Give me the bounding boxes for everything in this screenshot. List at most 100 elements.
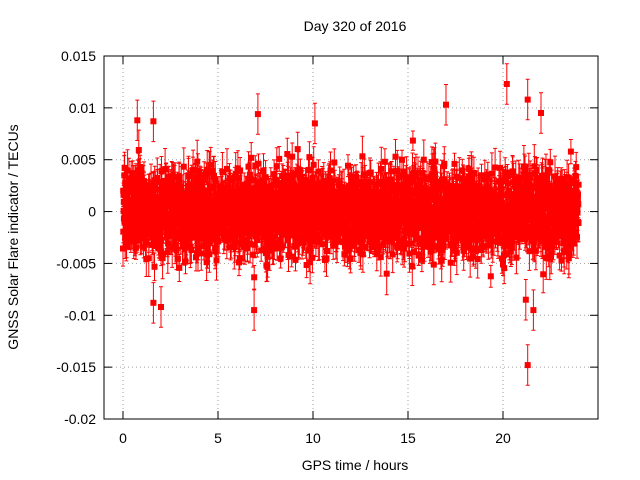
data-point [178,184,185,191]
data-point [198,182,205,189]
data-point [383,270,390,277]
data-point [236,255,243,262]
data-point [212,248,219,255]
data-point [418,256,425,263]
data-point [246,233,253,240]
data-point [305,166,312,173]
data-point [400,168,407,175]
data-point [429,243,436,250]
data-point [150,241,157,248]
data-point [212,176,219,183]
data-point [142,240,149,247]
data-point [309,254,316,261]
data-point [188,247,195,253]
data-point [133,244,139,251]
data-point [135,192,142,199]
data-point [151,263,158,270]
data-point [430,261,437,268]
data-point [180,163,187,170]
data-point [415,251,422,258]
data-point [347,255,354,262]
data-point [287,173,294,180]
data-point [400,235,407,242]
data-point [447,259,454,266]
data-point [207,161,214,168]
data-point [176,174,183,181]
data-point [246,171,253,178]
data-point [206,251,213,258]
data-point [372,231,379,238]
data-point [440,241,447,247]
data-point [174,255,181,262]
data-point [324,248,330,254]
data-point [277,238,284,244]
data-point [331,159,338,166]
data-point [213,257,220,264]
data-point [353,173,359,180]
data-point [388,168,395,175]
data-point [204,245,211,252]
data-point [262,174,269,181]
data-point [145,255,152,262]
data-point [173,246,180,253]
data-point [276,155,283,162]
data-point [198,250,205,257]
data-point [251,274,258,281]
data-point [432,158,439,165]
data-point [120,191,127,198]
data-point [378,165,385,172]
data-point [356,213,363,219]
data-point [260,168,267,174]
data-point [264,253,271,260]
data-point [176,264,183,271]
data-point [248,154,255,161]
data-point [135,147,142,153]
data-point [358,236,365,243]
data-point [264,227,271,234]
data-point [195,175,202,182]
data-point [346,246,353,253]
data-point [334,238,341,245]
data-point [289,153,296,160]
data-point [292,256,299,263]
data-point [387,176,394,183]
data-point [245,163,252,170]
data-point [297,167,304,174]
data-point [439,185,445,192]
data-point [309,175,316,181]
data-point [409,137,416,144]
data-point [365,185,372,192]
data-point [273,163,280,170]
data-point [137,164,144,170]
data-point [277,255,284,262]
data-point [141,178,147,185]
data-point [447,227,454,234]
data-point [345,162,351,169]
data-point [420,156,427,163]
data-point [438,257,445,264]
data-point [271,171,278,178]
data-point [158,236,164,243]
data-point [417,177,424,183]
data-point [421,237,428,244]
data-point [310,161,317,168]
data-point [377,254,384,261]
data-point [381,158,388,165]
data-point [249,251,256,258]
data-point [278,243,285,250]
data-point [194,158,201,165]
data-point [271,245,278,252]
data-point [359,251,366,258]
data-point [441,160,448,167]
data-point [359,153,366,160]
data-point [419,170,426,176]
data-point [439,246,446,253]
data-point [235,175,242,182]
data-point [254,237,261,244]
data-point [306,154,313,161]
data-point [406,189,413,196]
data-point [409,263,416,270]
grid-lines [104,56,598,419]
data-point [294,146,301,153]
